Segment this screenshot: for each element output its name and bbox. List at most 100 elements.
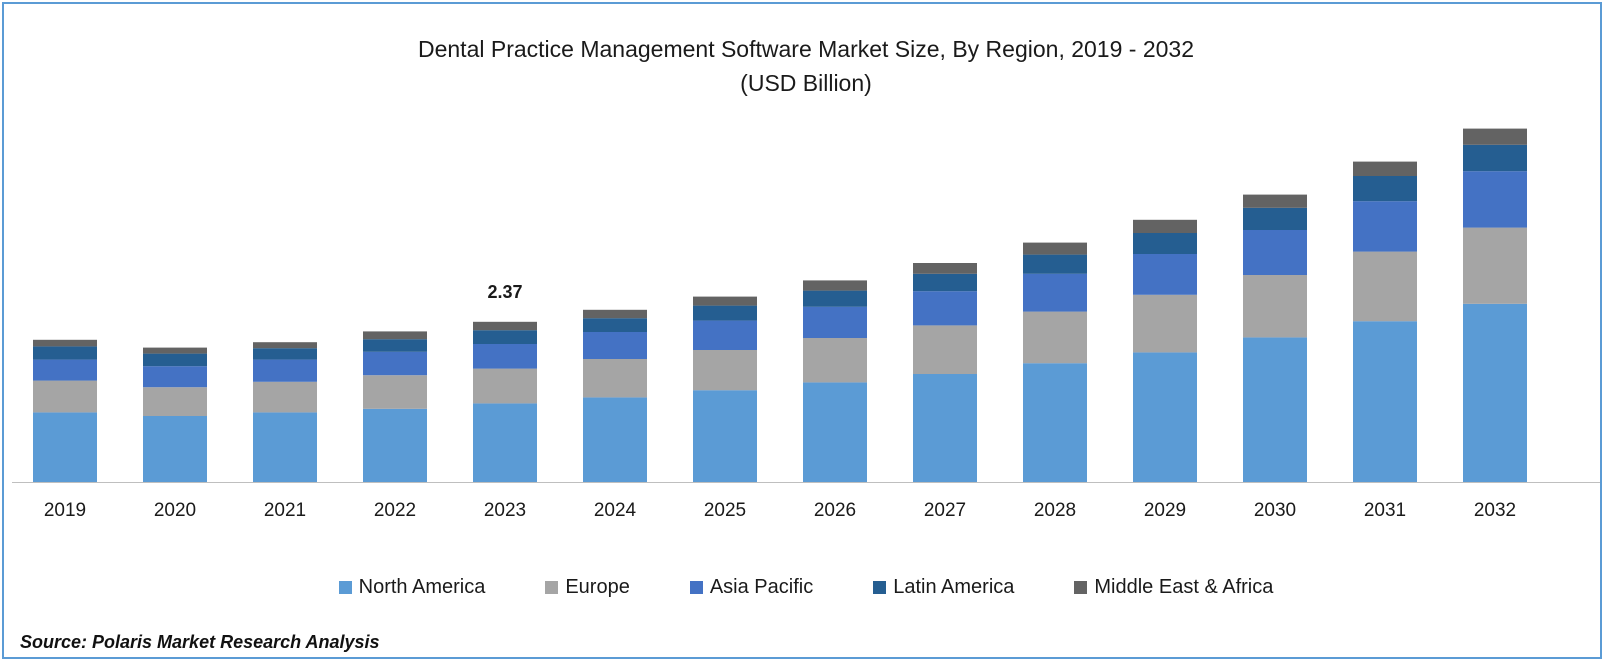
bar-europe-2031: [1353, 251, 1417, 322]
legend-swatch: [1074, 581, 1088, 594]
x-tick-label-2021: 2021: [264, 500, 306, 521]
bar-latin-america-2026: [803, 290, 867, 307]
legend-label: Asia Pacific: [709, 576, 814, 598]
bar-asia-pacific-2025: [693, 320, 757, 350]
bar-middle-east-africa-2031: [1353, 161, 1417, 176]
bar-asia-pacific-2028: [1023, 273, 1087, 312]
bar-middle-east-africa-2019: [33, 339, 97, 347]
legend-label: Europe: [565, 576, 630, 598]
bar-north-america-2026: [803, 382, 867, 482]
bar-asia-pacific-2027: [913, 291, 977, 326]
bar-north-america-2031: [1353, 321, 1417, 482]
x-tick-label-2030: 2030: [1254, 500, 1296, 521]
legend-label: North America: [358, 576, 486, 598]
chart-title: Dental Practice Management Software Mark…: [417, 36, 1194, 62]
bar-middle-east-africa-2032: [1463, 128, 1527, 145]
x-tick-label-2019: 2019: [44, 500, 86, 521]
legend-swatch: [689, 581, 703, 594]
bar-latin-america-2022: [363, 339, 427, 352]
bar-latin-america-2028: [1023, 254, 1087, 274]
bar-europe-2029: [1133, 294, 1197, 353]
bar-asia-pacific-2020: [143, 366, 207, 388]
bar-europe-2020: [143, 387, 207, 416]
legend-item-europe: Europe: [545, 576, 630, 599]
bar-asia-pacific-2021: [253, 359, 317, 382]
bar-middle-east-africa-2025: [693, 296, 757, 306]
bar-middle-east-africa-2027: [913, 263, 977, 274]
bar-latin-america-2025: [693, 305, 757, 321]
bar-middle-east-africa-2026: [803, 280, 867, 291]
bar-asia-pacific-2024: [583, 332, 647, 359]
legend-item-asia-pacific: Asia Pacific: [689, 576, 814, 599]
bar-latin-america-2027: [913, 273, 977, 292]
stacked-bar-chart: 2019 2020 2021 2022 2.37 2023 2024 2025 2026 2027…: [12, 128, 1600, 521]
bar-middle-east-africa-2030: [1243, 194, 1307, 208]
bar-middle-east-africa-2020: [143, 347, 207, 354]
bar-north-america-2022: [363, 408, 427, 482]
bar-asia-pacific-2031: [1353, 201, 1417, 252]
bar-europe-2025: [693, 350, 757, 391]
legend-item-north-america: North America: [338, 576, 486, 599]
bar-north-america-2027: [913, 374, 977, 482]
bar-latin-america-2024: [583, 318, 647, 332]
bar-middle-east-africa-2028: [1023, 242, 1087, 255]
bar-europe-2021: [253, 381, 317, 413]
bar-north-america-2030: [1243, 337, 1307, 482]
x-tick-label-2022: 2022: [374, 500, 416, 521]
legend-label: Middle East & Africa: [1094, 576, 1274, 598]
bar-europe-2019: [33, 380, 97, 413]
bar-north-america-2020: [143, 416, 207, 482]
bar-middle-east-africa-2021: [253, 342, 317, 349]
bar-europe-2028: [1023, 311, 1087, 364]
bar-asia-pacific-2023: [473, 344, 537, 369]
bar-north-america-2032: [1463, 303, 1527, 482]
x-tick-label-2024: 2024: [594, 500, 637, 521]
chart-title-block: Dental Practice Management Software Mark…: [4, 32, 1608, 100]
legend-item-latin-america: Latin America: [873, 576, 1014, 599]
bar-north-america-2028: [1023, 363, 1087, 482]
bar-europe-2032: [1463, 227, 1527, 304]
x-tick-label-2029: 2029: [1144, 500, 1186, 521]
legend-label: Latin America: [893, 576, 1015, 598]
bar-europe-2024: [583, 359, 647, 398]
bar-latin-america-2019: [33, 346, 97, 360]
x-tick-label-2032: 2032: [1474, 500, 1516, 521]
bar-north-america-2023: [473, 403, 537, 482]
bar-latin-america-2029: [1133, 233, 1197, 254]
bar-asia-pacific-2026: [803, 306, 867, 338]
bar-latin-america-2031: [1353, 176, 1417, 202]
chart-subtitle: (USD Billion): [740, 70, 872, 96]
bar-asia-pacific-2022: [363, 351, 427, 376]
bar-latin-america-2023: [473, 330, 537, 344]
x-tick-label-2025: 2025: [704, 500, 746, 521]
bar-north-america-2029: [1133, 352, 1197, 482]
bar-latin-america-2021: [253, 348, 317, 360]
bar-north-america-2021: [253, 412, 317, 482]
bar-europe-2027: [913, 325, 977, 374]
bar-asia-pacific-2019: [33, 359, 97, 381]
bar-middle-east-africa-2029: [1133, 219, 1197, 233]
x-tick-label-2027: 2027: [924, 500, 966, 521]
legend-item-middle-east-africa: Middle East & Africa: [1074, 576, 1273, 599]
bar-middle-east-africa-2024: [583, 309, 647, 319]
bar-latin-america-2020: [143, 353, 207, 367]
x-tick-label-2031: 2031: [1364, 500, 1406, 521]
bar-asia-pacific-2029: [1133, 254, 1197, 295]
bar-latin-america-2030: [1243, 207, 1307, 230]
source-note: Source: Polaris Market Research Analysis: [20, 632, 380, 652]
bar-latin-america-2032: [1463, 144, 1527, 172]
bar-europe-2030: [1243, 275, 1307, 338]
bar-north-america-2019: [33, 412, 97, 482]
legend-swatch: [545, 581, 559, 594]
bar-europe-2023: [473, 368, 537, 404]
x-tick-label-2023: 2023: [484, 500, 526, 521]
bar-middle-east-africa-2023: [473, 321, 537, 331]
chart-legend: North America Europe Asia Pacific Latin Ame…: [4, 576, 1608, 599]
bar-north-america-2024: [583, 397, 647, 482]
x-tick-label-2026: 2026: [814, 500, 856, 521]
bar-north-america-2025: [693, 390, 757, 482]
bar-asia-pacific-2030: [1243, 230, 1307, 275]
x-tick-label-2020: 2020: [154, 500, 196, 521]
data-label-2023: 2.37: [487, 282, 522, 302]
